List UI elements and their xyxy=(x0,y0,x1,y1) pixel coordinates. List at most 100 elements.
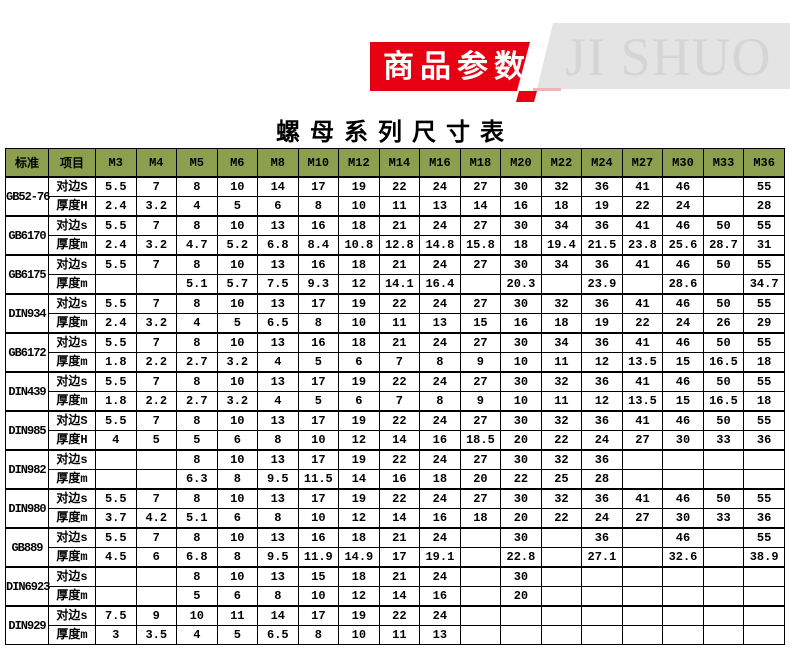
value-cell: 5.5 xyxy=(95,254,137,275)
value-cell: 9.5 xyxy=(257,469,299,490)
value-cell xyxy=(95,566,137,587)
value-cell: 13 xyxy=(419,313,461,334)
value-cell: 41 xyxy=(621,332,664,353)
value-cell: 16 xyxy=(419,430,461,451)
value-cell xyxy=(540,547,583,568)
value-cell: 27 xyxy=(459,371,502,392)
value-cell: 13 xyxy=(257,410,299,431)
value-cell: 41 xyxy=(621,293,664,314)
value-cell: 5.5 xyxy=(95,410,137,431)
value-cell: 22 xyxy=(621,196,664,217)
value-cell xyxy=(621,605,664,626)
value-cell: 27 xyxy=(459,254,502,275)
value-cell: 12 xyxy=(581,352,623,373)
value-cell: 36 xyxy=(581,410,623,431)
value-cell: 7 xyxy=(378,391,421,412)
value-cell: 4 xyxy=(176,625,218,645)
value-cell: 46 xyxy=(662,410,704,431)
value-cell: 18 xyxy=(743,391,785,412)
standard-cell: DIN934 xyxy=(5,293,49,334)
value-cell: 2.4 xyxy=(95,196,137,217)
value-cell: 8 xyxy=(176,488,218,509)
value-cell xyxy=(702,586,745,607)
value-cell: 32 xyxy=(540,410,583,431)
value-cell: 36 xyxy=(581,293,623,314)
value-cell: 27 xyxy=(621,430,664,451)
value-cell: 7.5 xyxy=(95,605,137,626)
value-cell: 36 xyxy=(581,488,623,509)
value-cell: 19 xyxy=(338,293,380,314)
table-row: 厚度m 1.8 2.2 2.7 3.2 4 5 6 7 8 9 10 11 12 13.5 15 16.5 18 xyxy=(6,391,785,412)
value-cell: 4 xyxy=(176,313,218,334)
value-cell xyxy=(135,274,178,295)
item-label-cell: 厚度m xyxy=(48,274,96,295)
value-cell: 5.5 xyxy=(95,527,137,548)
item-label-cell: 对边s xyxy=(48,215,96,236)
value-cell: 30 xyxy=(500,371,542,392)
value-cell: 3.2 xyxy=(135,196,178,217)
value-cell: 50 xyxy=(702,254,745,275)
value-cell: 11.9 xyxy=(297,547,340,568)
value-cell xyxy=(621,586,664,607)
table-row: 厚度m 1.8 2.2 2.7 3.2 4 5 6 7 8 9 10 11 12 13.5 15 16.5 18 xyxy=(6,352,785,373)
column-header: M27 xyxy=(621,148,664,178)
value-cell: 55 xyxy=(743,371,785,392)
value-cell: 16 xyxy=(297,332,340,353)
value-cell: 14 xyxy=(338,469,380,490)
value-cell: 6 xyxy=(257,196,299,217)
value-cell: 5.1 xyxy=(176,274,218,295)
value-cell: 34 xyxy=(540,215,583,236)
value-cell: 41 xyxy=(621,176,664,197)
value-cell: 16.5 xyxy=(702,391,745,412)
value-cell: 8 xyxy=(176,449,218,470)
value-cell: 7 xyxy=(135,176,178,197)
standard-cell: DIN982 xyxy=(5,449,49,490)
value-cell xyxy=(743,566,785,587)
value-cell: 18 xyxy=(338,566,380,587)
value-cell: 55 xyxy=(743,293,785,314)
value-cell: 46 xyxy=(662,215,704,236)
value-cell: 10 xyxy=(216,566,259,587)
value-cell: 36 xyxy=(581,332,623,353)
value-cell: 25 xyxy=(540,469,583,490)
value-cell: 9 xyxy=(135,605,178,626)
column-header: M24 xyxy=(581,148,623,178)
value-cell: 46 xyxy=(662,371,704,392)
value-cell: 7 xyxy=(135,293,178,314)
value-cell: 10 xyxy=(500,352,542,373)
value-cell: 3.2 xyxy=(135,313,178,334)
value-cell: 2.2 xyxy=(135,391,178,412)
value-cell: 32 xyxy=(540,293,583,314)
value-cell: 10 xyxy=(216,449,259,470)
value-cell: 13 xyxy=(257,293,299,314)
value-cell: 46 xyxy=(662,293,704,314)
standard-cell: DIN439 xyxy=(5,371,49,412)
value-cell xyxy=(662,566,704,587)
value-cell: 10 xyxy=(216,254,259,275)
value-cell xyxy=(621,566,664,587)
value-cell: 5.5 xyxy=(95,176,137,197)
value-cell: 13.5 xyxy=(621,391,664,412)
standard-cell: GB6170 xyxy=(5,215,49,256)
value-cell: 28 xyxy=(581,469,623,490)
value-cell xyxy=(621,469,664,490)
value-cell: 16.5 xyxy=(702,352,745,373)
value-cell: 19 xyxy=(581,196,623,217)
value-cell: 22 xyxy=(540,508,583,529)
value-cell: 6.8 xyxy=(257,235,299,256)
table-title: 螺母系列尺寸表 xyxy=(276,117,514,146)
value-cell: 30 xyxy=(500,254,542,275)
value-cell xyxy=(95,449,137,470)
column-header: M4 xyxy=(135,148,178,178)
value-cell: 13 xyxy=(257,566,299,587)
value-cell: 5 xyxy=(176,586,218,607)
value-cell: 24 xyxy=(419,527,461,548)
table-row: DIN6923 对边s 8 10 13 15 18 21 24 30 xyxy=(5,566,785,607)
value-cell xyxy=(540,274,583,295)
value-cell: 19.1 xyxy=(419,547,461,568)
value-cell: 55 xyxy=(743,215,785,236)
value-cell: 36 xyxy=(743,430,785,451)
item-label-cell: 厚度H xyxy=(48,196,96,217)
value-cell: 16 xyxy=(297,215,340,236)
value-cell: 32 xyxy=(540,176,583,197)
